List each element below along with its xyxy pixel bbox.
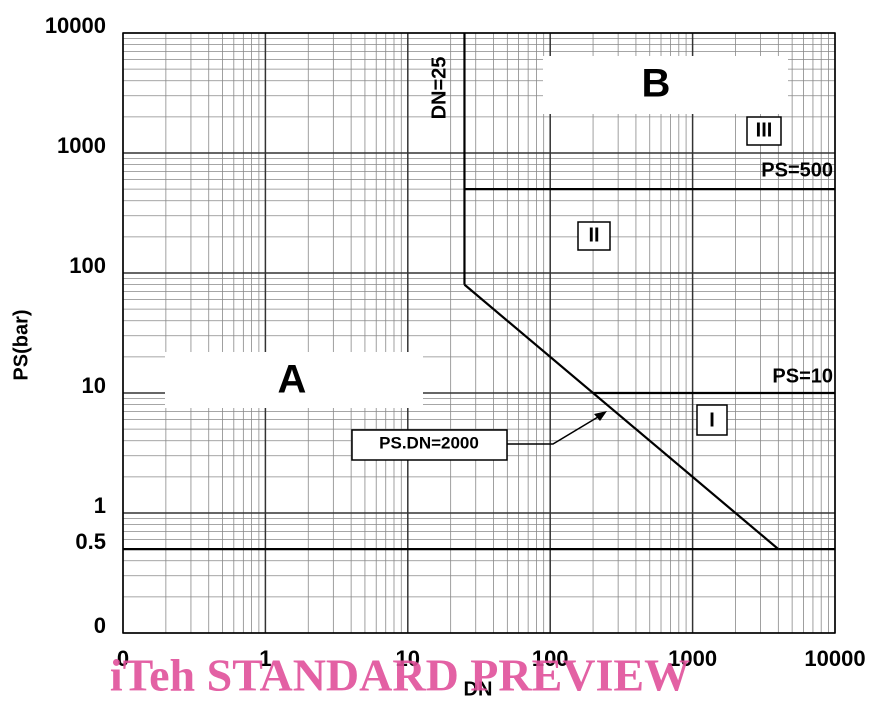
- y-tick-label: 0.5: [75, 529, 106, 554]
- x-tick-label: 0: [117, 646, 129, 671]
- annotation-box: [696, 404, 728, 436]
- y-axis-label: PS(bar): [10, 309, 32, 380]
- x-tick-label: 100: [532, 646, 569, 671]
- y-tick-label: 10000: [45, 13, 106, 38]
- region-box: [165, 352, 423, 408]
- x-axis-label: DN: [464, 678, 493, 700]
- annotation-box: [746, 116, 782, 146]
- y-tick-label: 1000: [57, 133, 106, 158]
- arrow-line: [507, 413, 604, 445]
- region-box: [543, 56, 788, 114]
- y-tick-label: 100: [69, 253, 106, 278]
- annotation: B: [642, 62, 671, 106]
- watermark: iTeh STANDARD PREVIEW: [110, 650, 690, 701]
- arrow-head: [594, 411, 607, 421]
- annotation: PS.DN=2000: [379, 433, 479, 452]
- x-tick-label: 10000: [804, 646, 865, 671]
- annotation: II: [588, 224, 599, 246]
- boundary-line: [463, 283, 780, 550]
- annotation: DN=25: [428, 57, 450, 120]
- annotation: PS=10: [772, 365, 833, 387]
- x-tick-label: 1: [259, 646, 271, 671]
- y-tick-label: 10: [82, 373, 106, 398]
- annotation: III: [756, 119, 773, 141]
- x-tick-label: 10: [396, 646, 420, 671]
- y-tick-label: 0: [94, 613, 106, 638]
- annotation-box: [577, 221, 611, 251]
- plot-frame: [122, 32, 836, 634]
- annotation: A: [278, 358, 307, 402]
- annotation: I: [709, 409, 715, 431]
- annotation: PS=500: [761, 159, 833, 181]
- x-tick-label: 1000: [668, 646, 717, 671]
- y-tick-label: 1: [94, 493, 106, 518]
- annotation-box: [351, 429, 508, 461]
